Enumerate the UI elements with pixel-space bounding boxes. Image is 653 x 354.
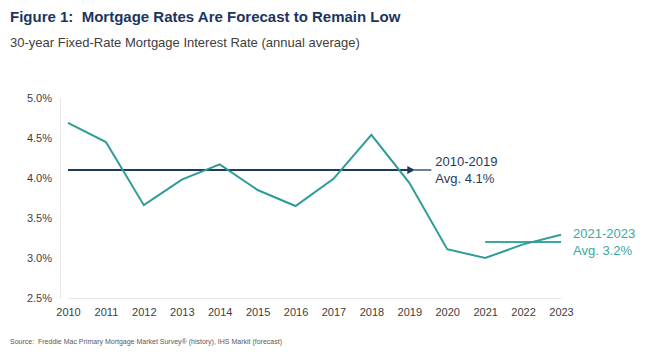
source: Source: Freddie Mac Primary Mortgage Mar… — [10, 338, 282, 346]
x-tick-label: 2015 — [246, 306, 270, 318]
x-tick: 2019 — [398, 298, 422, 318]
y-tick: 4.0% — [27, 172, 60, 184]
y-axis-line — [60, 99, 61, 299]
annotation-arrow — [414, 169, 431, 170]
x-tick: 2015 — [246, 298, 270, 318]
annotation-text: 2010-2019 — [435, 154, 497, 169]
y-tick: 2.5% — [27, 292, 60, 304]
y-tick-label: 3.5% — [27, 212, 52, 224]
y-tick-label: 5.0% — [27, 92, 52, 104]
y-tick: 3.0% — [27, 252, 60, 264]
x-tick: 2012 — [132, 298, 156, 318]
subtitle: 30-year Fixed-Rate Mortgage Interest Rat… — [10, 35, 360, 50]
reference-line — [485, 241, 561, 243]
x-tick: 2018 — [360, 298, 384, 318]
x-tick: 2010 — [56, 298, 80, 318]
x-tick-label: 2023 — [549, 306, 573, 318]
data-line — [68, 123, 561, 258]
x-tick-label: 2011 — [95, 306, 119, 318]
x-tick: 2016 — [284, 298, 308, 318]
y-tick-label: 2.5% — [27, 292, 52, 304]
x-tick-label: 2012 — [132, 306, 156, 318]
x-tick: 2014 — [208, 298, 232, 318]
chart-svg: Figure 1: Mortgage Rates Are Forecast to… — [0, 0, 653, 354]
x-tick-label: 2022 — [511, 306, 535, 318]
x-tick-label: 2019 — [398, 306, 422, 318]
x-tick: 2013 — [170, 298, 194, 318]
x-tick-label: 2013 — [170, 306, 194, 318]
y-tick-label: 4.5% — [27, 132, 52, 144]
x-tick: 2022 — [511, 298, 535, 318]
y-axis: 2.5% 3.0% 3.5% 4.0% 4.5% 5.0% — [27, 92, 61, 304]
x-tick-label: 2020 — [435, 306, 459, 318]
y-tick-label: 3.0% — [27, 252, 52, 264]
x-tick: 2011 — [95, 298, 119, 318]
x-tick: 2017 — [322, 298, 346, 318]
y-tick: 4.5% — [27, 132, 60, 144]
annotations: 2010-2019 Avg. 4.1% 2021-2023 Avg. 3.2% — [414, 154, 635, 258]
annotation-text: Avg. 4.1% — [435, 171, 494, 186]
y-tick-label: 4.0% — [27, 172, 52, 184]
x-tick-label: 2014 — [208, 306, 232, 318]
plot-area — [68, 123, 561, 258]
x-tick-label: 2016 — [284, 306, 308, 318]
x-tick: 2023 — [549, 298, 573, 318]
x-tick-label: 2017 — [322, 306, 346, 318]
x-axis-line — [69, 298, 562, 299]
annotation-text: Avg. 3.2% — [573, 243, 632, 258]
y-tick: 3.5% — [27, 212, 60, 224]
x-tick-label: 2021 — [473, 306, 497, 318]
x-axis: 2010 2011 2012 2013 2014 2015 2016 2017 2018 2019… — [56, 298, 573, 318]
title: Figure 1: Mortgage Rates Are Forecast to… — [10, 8, 401, 25]
reference-line — [68, 169, 409, 171]
x-tick: 2021 — [473, 298, 497, 318]
annotation-text: 2021-2023 — [573, 226, 635, 241]
x-tick-label: 2010 — [56, 306, 80, 318]
x-tick: 2020 — [435, 298, 459, 318]
y-tick: 5.0% — [27, 92, 60, 104]
x-tick-label: 2018 — [360, 306, 384, 318]
